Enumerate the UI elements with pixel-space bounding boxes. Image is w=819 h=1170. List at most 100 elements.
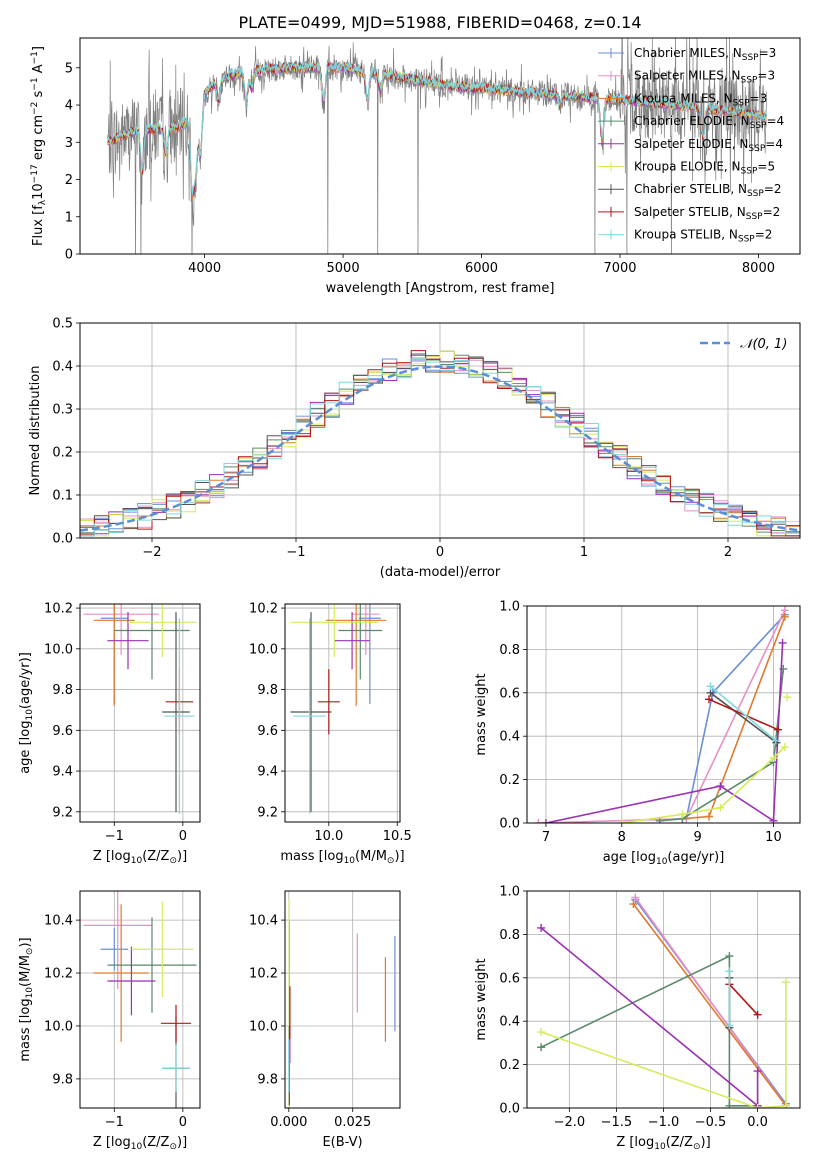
label-part: (age/yr)] — [18, 652, 33, 709]
x-tick-label: 0 — [179, 829, 187, 844]
x-tick-label: 0.0 — [747, 1115, 768, 1130]
label-part: SSP — [733, 98, 750, 108]
weight-marker-salp_stelib — [774, 725, 783, 734]
label-part: −2 — [30, 102, 40, 115]
label-part: λ — [38, 199, 48, 205]
panel-weight_vs_z: −2.0 −1.5 −1.0 −0.5 0.0 0.0 0.2 0.4 0.6 0.8 1.0 Z [… — [474, 885, 801, 1152]
y-tick-label: 0.8 — [499, 928, 520, 943]
weight-marker-krou_stelib — [725, 1021, 734, 1030]
y-tick-label: 10.4 — [44, 914, 73, 929]
label-part: =3 — [757, 69, 775, 83]
y-tick-label: 0 — [65, 248, 73, 263]
panel-residuals: −2 −1 0 1 2 0.0 0.1 0.2 0.3 0.4 0.5 (data-model)/er… — [28, 317, 801, 580]
label-part: s — [31, 90, 46, 101]
plot-area — [537, 893, 790, 1108]
model-spectrum-line-krou_stelib — [107, 60, 768, 195]
x-tick-label: 1 — [580, 545, 588, 560]
x-tick-label: 5000 — [327, 261, 360, 276]
axes-frame — [284, 890, 401, 1109]
errorbar-krou_elodie — [128, 604, 197, 657]
weight-marker-krou_stelib — [771, 736, 780, 745]
errorbar-krou_stelib — [293, 618, 327, 814]
panel-mass_vs_ebv: 0.000 0.025 9.8 10.0 10.2 10.4 E(B-V) — [249, 890, 401, 1150]
label-part: −17 — [30, 164, 40, 183]
weight-marker-krou_miles — [780, 612, 789, 621]
label-part: (M/M — [355, 849, 387, 864]
y-tick-label: 0.3 — [52, 403, 73, 418]
weight-marker-salp_stelib — [753, 1010, 762, 1019]
weight-marker-chab_elodie — [537, 1043, 546, 1052]
x-tick-label: 7 — [542, 830, 550, 845]
label-part: Salpeter STELIB, N — [634, 205, 746, 219]
label-part: SSP — [746, 212, 763, 222]
legend-label-krou_stelib: Kroupa STELIB, NSSP=2 — [634, 228, 772, 245]
y-axis-label: mass weight — [474, 958, 489, 1040]
x-tick-label: 9 — [693, 830, 701, 845]
errorbar-salp_elodie — [107, 612, 149, 670]
weight-marker-salp_elodie — [778, 638, 787, 647]
plot-area — [80, 350, 800, 538]
weight-line-krou_stelib — [709, 685, 777, 742]
label-part: erg cm — [31, 115, 46, 164]
errorbar-salp_miles — [83, 891, 152, 989]
y-tick-label: 1.0 — [499, 600, 520, 615]
label-part: )] — [701, 1135, 711, 1150]
x-tick-label: 6000 — [465, 261, 498, 276]
x-tick-label: 0 — [436, 545, 444, 560]
axes-frame — [526, 605, 801, 824]
label-part: Flux [f — [31, 205, 46, 246]
weight-marker-krou_elodie — [781, 978, 790, 987]
plot-area — [290, 604, 387, 814]
errorbar-salp_elodie — [107, 946, 156, 1016]
y-tick-label: 9.8 — [257, 683, 278, 698]
y-tick-label: 10.0 — [249, 642, 278, 657]
weight-marker-krou_elodie — [780, 743, 789, 752]
weight-line-krou_miles — [632, 903, 787, 1107]
label-part: A — [31, 64, 46, 77]
x-tick-label: 7000 — [603, 261, 636, 276]
plot-area — [83, 604, 197, 814]
legend-label-gaussian: 𝒩(0, 1) — [740, 337, 787, 352]
label-part: SSP — [747, 189, 764, 199]
weight-marker-salp_elodie — [769, 816, 778, 823]
legend-label-salp_stelib: Salpeter STELIB, NSSP=2 — [634, 205, 780, 222]
legend-label-chab_miles: Chabrier MILES, NSSP=3 — [634, 46, 776, 63]
label-part: SSP — [741, 167, 758, 177]
y-tick-label: 0.0 — [499, 817, 520, 832]
label-part: Z [log — [616, 1135, 654, 1150]
label-part: Kroupa ELODIE, N — [634, 160, 741, 174]
label-part: Salpeter MILES, N — [634, 69, 741, 83]
x-tick-label: 2 — [724, 545, 732, 560]
label-part: −1 — [30, 51, 40, 64]
y-tick-label: 0.6 — [499, 686, 520, 701]
label-part: ] — [31, 46, 46, 51]
x-axis-label: age [log10(age/yr)] — [603, 850, 725, 867]
y-tick-label: 0.0 — [52, 532, 73, 547]
label-part: (Z/Z — [142, 849, 169, 864]
y-tick-label: 9.6 — [52, 724, 73, 739]
weight-line-salp_stelib — [728, 983, 759, 1016]
label-part: (age/yr)] — [667, 850, 724, 865]
errorbar-salp_stelib — [160, 1004, 192, 1042]
weight-marker-salp_elodie — [716, 782, 725, 791]
axes-frame — [79, 603, 201, 823]
x-tick-label: −1 — [105, 829, 124, 844]
label-part: =4 — [765, 137, 783, 151]
y-tick-label: 9.4 — [257, 765, 278, 780]
x-tick-label: 0.025 — [334, 1115, 371, 1130]
axes-frame — [79, 890, 201, 1109]
label-part: =2 — [763, 205, 781, 219]
label-part: −1 — [30, 77, 40, 90]
weight-marker-krou_elodie — [678, 810, 687, 819]
y-tick-label: 10.2 — [249, 602, 278, 617]
x-axis-label: E(B-V) — [322, 1135, 362, 1150]
label-part: )] — [177, 1135, 187, 1150]
label-part: )] — [394, 849, 404, 864]
label-part: =2 — [755, 228, 773, 242]
weight-marker-salp_elodie — [541, 819, 550, 823]
label-part: SSP — [742, 53, 759, 63]
y-tick-label: 10.4 — [249, 914, 278, 929]
weight-marker-salp_miles — [534, 819, 543, 823]
